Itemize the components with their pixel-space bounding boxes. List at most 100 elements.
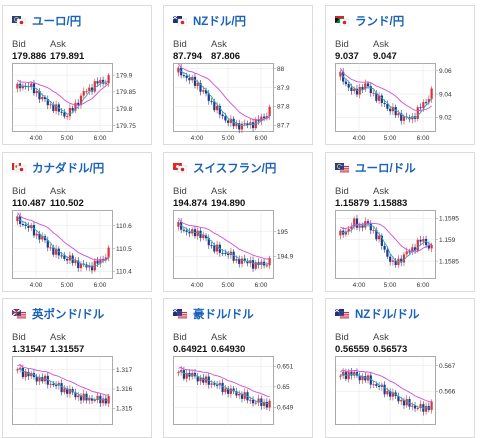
candle bbox=[339, 71, 342, 77]
candle bbox=[413, 405, 417, 409]
candle bbox=[416, 107, 419, 119]
candle bbox=[24, 224, 27, 226]
ca-jp-flag-icon bbox=[12, 163, 26, 173]
candle bbox=[380, 95, 383, 103]
candle bbox=[185, 75, 188, 78]
candle bbox=[364, 83, 367, 90]
candle bbox=[235, 259, 238, 261]
pair-title[interactable]: スイスフラン/円 bbox=[193, 163, 277, 175]
candle bbox=[66, 258, 69, 261]
candle bbox=[369, 223, 372, 231]
candle bbox=[104, 83, 107, 85]
candle bbox=[54, 104, 58, 111]
candle bbox=[251, 122, 255, 129]
candle bbox=[355, 88, 359, 95]
candle bbox=[38, 90, 41, 100]
rate-card[interactable]: NZドル/円 Bid Ask 87.794 87.806 88 87.9 87.8 8… bbox=[163, 5, 313, 145]
candle bbox=[63, 388, 66, 393]
candle bbox=[77, 102, 80, 106]
rate-card[interactable]: ユーロ/ドル Bid Ask 1.15879 1.15883 1.1595 1.1… bbox=[325, 152, 475, 292]
x-tick-label: 4:00 bbox=[30, 135, 43, 142]
eu-us-flag-icon bbox=[335, 163, 349, 173]
candle bbox=[227, 253, 230, 256]
rate-card[interactable]: カナダドル/円 Bid Ask 110.487 110.502 110.6 110… bbox=[2, 152, 152, 292]
candle bbox=[240, 123, 244, 130]
candle bbox=[30, 225, 33, 229]
rate-card[interactable]: スイスフラン/円 Bid Ask 194.874 194.890 195 194.… bbox=[163, 152, 313, 292]
candle bbox=[21, 367, 25, 378]
candle bbox=[74, 102, 77, 111]
long-ma-line bbox=[178, 366, 270, 398]
candle bbox=[386, 249, 389, 257]
y-tick-label: 9.04 bbox=[439, 91, 452, 98]
x-tick-label: 4:00 bbox=[191, 135, 204, 142]
candle bbox=[397, 113, 400, 116]
ask-value: 9.047 bbox=[373, 51, 397, 62]
candle bbox=[68, 389, 72, 394]
candle bbox=[369, 375, 372, 385]
candle bbox=[35, 233, 38, 236]
short-ma-line bbox=[17, 80, 109, 115]
x-tick-label: 5:00 bbox=[222, 135, 235, 142]
candle bbox=[221, 252, 224, 254]
pair-title[interactable]: ユーロ/ドル bbox=[355, 163, 416, 175]
y-tick-label: 195 bbox=[277, 229, 288, 236]
candle bbox=[82, 91, 85, 96]
pair-title[interactable]: NZドル/円 bbox=[193, 16, 247, 28]
rate-card[interactable]: ユーロ/円 Bid Ask 179.886 179.891 179.9 179.8… bbox=[2, 5, 152, 145]
y-tick-label: 0.65 bbox=[277, 384, 290, 391]
ask-value: 1.15883 bbox=[373, 198, 408, 209]
long-ma-line bbox=[178, 63, 270, 121]
candle bbox=[66, 116, 69, 118]
candle bbox=[419, 404, 422, 409]
candle bbox=[411, 247, 414, 252]
candle bbox=[358, 225, 361, 228]
candle bbox=[394, 106, 397, 116]
y-tick-label: 87.8 bbox=[277, 104, 290, 111]
candle bbox=[383, 245, 386, 250]
candle bbox=[375, 92, 378, 101]
rate-card[interactable]: NZドル/ドル Bid Ask 0.56559 0.56573 0.567 0.5… bbox=[325, 298, 475, 438]
candle bbox=[90, 265, 94, 271]
candle bbox=[347, 371, 350, 380]
candle bbox=[361, 87, 364, 90]
candle bbox=[93, 81, 96, 92]
pair-title[interactable]: ランド/円 bbox=[355, 16, 405, 28]
bid-label: Bid bbox=[12, 186, 26, 197]
y-tick-label: 9.06 bbox=[439, 68, 452, 75]
rate-card[interactable]: 豪ドル/ドル Bid Ask 0.64921 0.64930 0.651 0.65… bbox=[163, 298, 313, 438]
pair-title[interactable]: 英ポンド/ドル bbox=[32, 309, 105, 321]
candle bbox=[99, 259, 102, 264]
short-ma-line bbox=[340, 224, 432, 263]
bid-label: Bid bbox=[12, 332, 26, 343]
candle bbox=[35, 90, 38, 94]
short-ma-line bbox=[178, 67, 270, 127]
ask-label: Ask bbox=[50, 332, 66, 343]
pair-title[interactable]: NZドル/ドル bbox=[355, 309, 420, 321]
candle bbox=[402, 400, 406, 406]
candle bbox=[235, 123, 238, 127]
y-tick-label: 1.159 bbox=[439, 237, 456, 244]
candle bbox=[218, 105, 221, 115]
candle bbox=[232, 251, 235, 261]
candle bbox=[199, 230, 202, 238]
x-tick-label: 6:00 bbox=[94, 282, 107, 289]
pair-title[interactable]: 豪ドル/ドル bbox=[193, 309, 254, 321]
y-tick-label: 1.316 bbox=[116, 386, 133, 393]
candle bbox=[400, 400, 403, 402]
y-tick-label: 110.4 bbox=[116, 269, 132, 276]
rate-card[interactable]: 英ポンド/ドル Bid Ask 1.31547 1.31557 1.317 1.3… bbox=[2, 298, 152, 438]
pair-title[interactable]: カナダドル/円 bbox=[32, 163, 105, 175]
ask-label: Ask bbox=[373, 332, 389, 343]
candle bbox=[372, 230, 375, 232]
x-tick-label: 4:00 bbox=[30, 282, 43, 289]
rate-card[interactable]: ランド/円 Bid Ask 9.037 9.047 9.06 9.04 9.02 4:… bbox=[325, 5, 475, 145]
long-ma-line bbox=[17, 364, 109, 396]
price-chart: 179.9 179.85 179.8 179.75 4:00 5:00 6:00 bbox=[12, 63, 136, 142]
pair-title[interactable]: ユーロ/円 bbox=[32, 16, 82, 28]
candle bbox=[27, 225, 30, 229]
candle bbox=[60, 111, 63, 113]
long-ma-line bbox=[17, 212, 109, 261]
candle bbox=[182, 229, 186, 231]
candle bbox=[210, 100, 213, 102]
